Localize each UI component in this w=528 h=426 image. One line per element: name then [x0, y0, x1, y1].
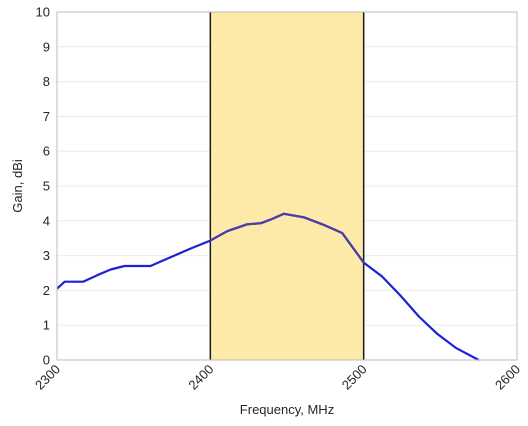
y-tick-label: 4 [43, 213, 50, 228]
y-tick-label: 5 [43, 179, 50, 194]
x-axis-title: Frequency, MHz [240, 402, 334, 417]
y-axis-title: Gain, dBi [10, 159, 25, 213]
x-tick-label: 2600 [492, 362, 523, 393]
series-layer [56, 212, 480, 361]
y-tick-label: 10 [36, 5, 50, 20]
y-tick-label: 7 [43, 109, 50, 124]
y-tick-label: 6 [43, 144, 50, 159]
frequency-band [209, 12, 365, 360]
x-tick-label: 2500 [339, 362, 370, 393]
y-tick-label: 1 [43, 318, 50, 333]
x-tick-label: 2300 [32, 362, 63, 393]
y-tick-label: 8 [43, 74, 50, 89]
y-tick-label: 2 [43, 283, 50, 298]
y-tick-label: 9 [43, 39, 50, 54]
plot-frame [56, 11, 518, 361]
y-tick-label: 0 [43, 353, 50, 368]
x-tick-label: 2400 [185, 362, 216, 393]
gain-series-line-in-band [209, 212, 365, 264]
band-shading [210, 12, 364, 360]
y-tick-label: 3 [43, 248, 50, 263]
